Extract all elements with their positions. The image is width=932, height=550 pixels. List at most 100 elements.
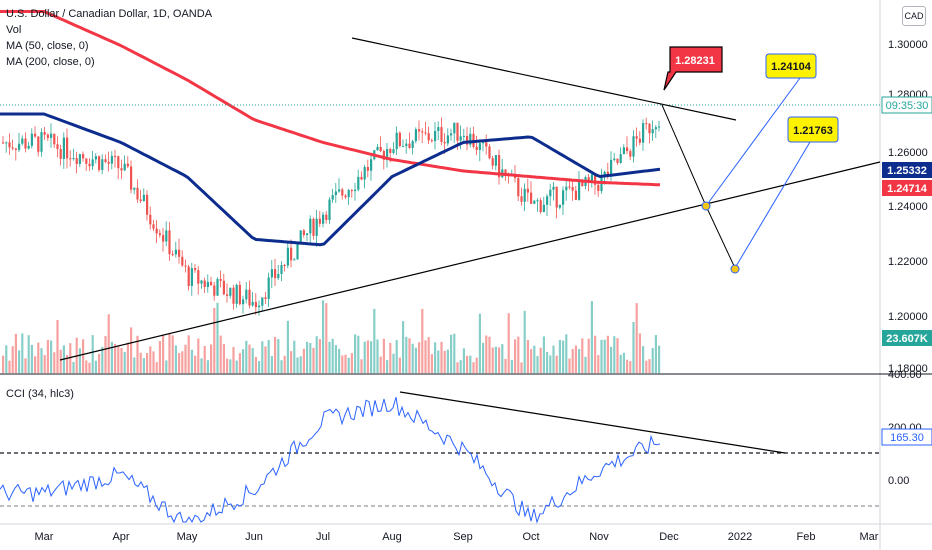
projection-line-1[interactable] xyxy=(705,77,801,207)
candle-body xyxy=(456,122,459,141)
volume-bar xyxy=(210,344,213,373)
price-axis[interactable]: 1.30000 1.28000 1.26000 1.24000 1.22000 … xyxy=(888,39,928,375)
candle-body xyxy=(293,259,296,261)
legend-ma50[interactable]: MA (50, close, 0) xyxy=(6,40,89,52)
volume-bar xyxy=(306,341,309,373)
volume-bars xyxy=(2,300,661,373)
volume-bar xyxy=(286,320,289,373)
volume-bar xyxy=(94,360,97,373)
volume-bar xyxy=(53,352,56,373)
candle-body xyxy=(606,171,609,177)
legend-ma200[interactable]: MA (200, close, 0) xyxy=(6,56,95,68)
candle-body xyxy=(312,218,315,236)
volume-bar xyxy=(261,341,264,373)
candle-body xyxy=(53,133,56,145)
volume-bar xyxy=(610,346,613,373)
candle-body xyxy=(43,132,46,135)
candle-body xyxy=(232,287,235,304)
target-point-2[interactable] xyxy=(730,264,740,274)
currency-badge[interactable]: CAD xyxy=(902,6,926,26)
candle-body xyxy=(539,200,542,213)
candle-body xyxy=(264,297,267,299)
target-point-1[interactable] xyxy=(701,201,711,211)
volume-bar xyxy=(357,335,360,373)
candle-body xyxy=(504,169,507,174)
candle-body xyxy=(424,132,427,134)
volume-bar xyxy=(536,355,539,373)
candle-body xyxy=(654,127,657,130)
candle-body xyxy=(75,158,78,164)
candle-body xyxy=(587,177,590,183)
candle-body xyxy=(616,158,619,163)
time-badge: 09:35:30 xyxy=(886,100,929,112)
volume-bar xyxy=(475,357,478,373)
candle-body xyxy=(78,154,81,164)
candle-body xyxy=(165,230,168,242)
volume-bar xyxy=(456,362,459,373)
volume-bar xyxy=(414,347,417,373)
volume-bar xyxy=(629,361,632,373)
volume-bar xyxy=(622,352,625,373)
volume-bar xyxy=(130,327,133,373)
candle-body xyxy=(62,137,65,159)
volume-bar xyxy=(539,347,542,373)
callout-target-1[interactable]: 1.24104 xyxy=(765,53,817,79)
volume-bar xyxy=(181,351,184,373)
time-axis[interactable]: Mar Apr May Jun Jul Aug Sep Oct Nov Dec … xyxy=(35,531,879,543)
candle-body xyxy=(168,230,171,255)
candle-body xyxy=(376,146,379,151)
volume-bar xyxy=(120,347,123,373)
time-tick: Jun xyxy=(245,531,263,543)
candle-body xyxy=(258,305,261,308)
volume-bar xyxy=(296,357,299,373)
volume-bar xyxy=(222,344,225,373)
candle-body xyxy=(174,249,177,255)
candle-body xyxy=(46,134,49,138)
candle-body xyxy=(552,186,555,190)
volume-bar xyxy=(568,358,571,373)
candle-body xyxy=(130,166,133,190)
callout-target-2[interactable]: 1.21763 xyxy=(787,116,839,143)
candle-body xyxy=(635,136,638,139)
candle-body xyxy=(379,146,382,152)
candle-body xyxy=(440,127,443,142)
volume-bar xyxy=(402,321,405,373)
resistance-trendline[interactable] xyxy=(351,37,737,121)
candle-body xyxy=(350,190,353,192)
time-tick: Mar xyxy=(35,531,54,543)
volume-bar xyxy=(82,339,85,373)
candle-body xyxy=(325,214,328,220)
volume-bar xyxy=(632,321,635,373)
candle-body xyxy=(213,285,216,296)
candle-body xyxy=(421,131,424,133)
support-trendline[interactable] xyxy=(59,161,881,361)
candle-body xyxy=(520,196,523,202)
candle-body xyxy=(594,174,597,185)
legend-vol[interactable]: Vol xyxy=(6,24,22,36)
cci-legend[interactable]: CCI (34, hlc3) xyxy=(6,388,74,400)
price-tick: 1.26000 xyxy=(888,147,928,159)
candle-body xyxy=(187,266,190,286)
candle-body xyxy=(443,141,446,144)
candle-body xyxy=(360,176,363,180)
projection-line-2[interactable] xyxy=(734,141,811,269)
candle-body xyxy=(648,123,651,134)
volume-bar xyxy=(587,338,590,373)
volume-bar xyxy=(315,336,318,373)
candle-body xyxy=(498,155,501,178)
candle-body xyxy=(197,270,200,284)
candle-body xyxy=(171,254,174,256)
volume-bar xyxy=(216,302,219,373)
candle-body xyxy=(110,155,113,164)
candle-body xyxy=(2,142,5,144)
cci-divergence-trendline[interactable] xyxy=(399,391,786,454)
candle-body xyxy=(469,133,472,145)
volume-bar xyxy=(494,346,497,373)
price-tick: 1.24000 xyxy=(888,201,928,213)
candle-body xyxy=(418,129,421,132)
callout-current-high[interactable]: 1.28231 xyxy=(663,46,723,91)
time-tick: Dec xyxy=(659,531,679,543)
ma200-line xyxy=(0,10,661,187)
volume-bar xyxy=(114,343,117,373)
